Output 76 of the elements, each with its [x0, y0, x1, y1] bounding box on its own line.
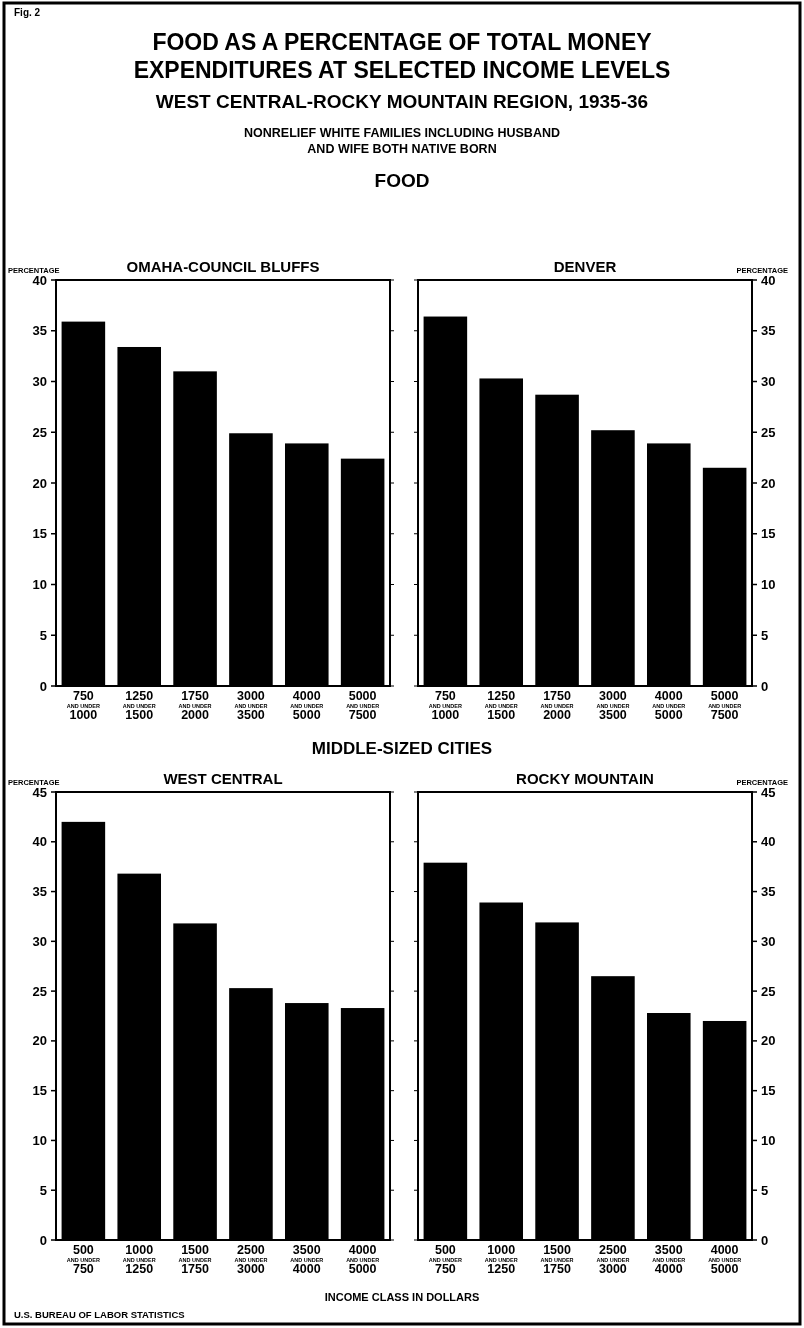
chart-title: ROCKY MOUNTAIN	[516, 770, 654, 787]
y-tick-label: 10	[32, 1132, 47, 1148]
text: EXPENDITURES AT SELECTED INCOME LEVELS	[133, 57, 671, 83]
x-tick-label: 1000 AND UNDER 1250	[122, 1243, 156, 1276]
y2-tick-label: 5	[761, 1182, 769, 1198]
y2-tick-label: 15	[761, 1083, 776, 1099]
y-tick-label: 0	[39, 1232, 47, 1248]
x-tick-label: 750 AND UNDER 1000	[428, 689, 462, 722]
y-tick-label: 15	[32, 1083, 47, 1099]
y2-tick-label: 25	[761, 424, 776, 440]
text: U.S. BUREAU OF LABOR STATISTICS	[14, 1309, 185, 1320]
y2-tick-label: 40	[761, 272, 776, 288]
y2-tick-label: 10	[761, 1132, 776, 1148]
x-tick-label: 4000 AND UNDER 5000	[652, 689, 686, 722]
text: INCOME CLASS IN DOLLARS	[324, 1291, 480, 1303]
x-tick-label: 1000 AND UNDER 1250	[484, 1243, 518, 1276]
y-tick-label: 20	[32, 1033, 47, 1049]
x-tick-label: 3000 AND UNDER 3500	[596, 689, 630, 722]
x-tick-label: 5000 AND UNDER 7500	[708, 689, 742, 722]
x-tick-label: 1750 AND UNDER 2000	[540, 689, 574, 722]
y2-tick-label: 20	[761, 1033, 776, 1049]
x-tick-label: 3000 AND UNDER 3500	[234, 689, 268, 722]
y2-tick-label: 0	[761, 1232, 769, 1248]
x-tick-label: 2500 AND UNDER 3000	[596, 1243, 630, 1276]
x-tick-label: 1250 AND UNDER 1500	[122, 689, 156, 722]
y2-tick-label: 35	[761, 884, 776, 900]
y-tick-label: 15	[32, 526, 47, 542]
x-tick-label: 4000 AND UNDER 5000	[290, 689, 324, 722]
y2-tick-label: 30	[761, 374, 776, 390]
y-tick-label: 10	[32, 577, 47, 593]
chart-title: WEST CENTRAL	[163, 770, 283, 787]
y-tick-label: 20	[32, 475, 47, 491]
y-tick-label: 45	[32, 784, 47, 800]
y2-tick-label: 45	[761, 784, 776, 800]
y2-tick-label: 20	[761, 475, 776, 491]
y2-tick-label: 5	[761, 627, 769, 643]
y2-tick-label: 10	[761, 577, 776, 593]
x-tick-label: 750 AND UNDER 1000	[66, 689, 100, 722]
text: AND WIFE BOTH NATIVE BORN	[307, 142, 497, 156]
x-tick-label: 4000 AND UNDER 5000	[346, 1243, 380, 1276]
chart-title: OMAHA-COUNCIL BLUFFS	[126, 258, 320, 275]
y-tick-label: 5	[39, 1182, 47, 1198]
y-tick-label: 35	[32, 323, 47, 339]
y-tick-label: 40	[32, 272, 47, 288]
x-tick-label: 1250 AND UNDER 1500	[484, 689, 518, 722]
y-tick-label: 0	[39, 678, 47, 694]
text: FOOD	[374, 170, 430, 191]
y-tick-label: 35	[32, 884, 47, 900]
y-tick-label: 25	[32, 424, 47, 440]
chart-title: DENVER	[553, 258, 617, 275]
y-tick-label: 25	[32, 983, 47, 999]
x-tick-label: 500 AND UNDER 750	[428, 1243, 462, 1276]
y-tick-label: 40	[32, 834, 47, 850]
x-tick-label: 2500 AND UNDER 3000	[234, 1243, 268, 1276]
x-tick-label: 3500 AND UNDER 4000	[290, 1243, 324, 1276]
y2-tick-label: 25	[761, 983, 776, 999]
y-tick-label: 5	[39, 627, 47, 643]
y2-tick-label: 0	[761, 678, 769, 694]
x-tick-label: 4000 AND UNDER 5000	[708, 1243, 742, 1276]
x-tick-label: 500 AND UNDER 750	[66, 1243, 100, 1276]
x-tick-label: 3500 AND UNDER 4000	[652, 1243, 686, 1276]
x-tick-label: 5000 AND UNDER 7500	[346, 689, 380, 722]
x-tick-label: 1750 AND UNDER 2000	[178, 689, 212, 722]
y2-tick-label: 30	[761, 933, 776, 949]
text: MIDDLE-SIZED CITIES	[311, 739, 493, 758]
x-tick-label: 1500 AND UNDER 1750	[540, 1243, 574, 1276]
caption: Fig. 2	[14, 7, 41, 18]
y-tick-label: 30	[32, 374, 47, 390]
y-tick-label: 30	[32, 933, 47, 949]
text: WEST CENTRAL-ROCKY MOUNTAIN REGION, 1935-36	[155, 91, 649, 112]
y2-tick-label: 35	[761, 323, 776, 339]
text: NONRELIEF WHITE FAMILIES INCLUDING HUSBAND	[244, 126, 560, 140]
x-tick-label: 1500 AND UNDER 1750	[178, 1243, 212, 1276]
text: FOOD AS A PERCENTAGE OF TOTAL MONEY	[152, 29, 652, 55]
y2-tick-label: 15	[761, 526, 776, 542]
y2-tick-label: 40	[761, 834, 776, 850]
